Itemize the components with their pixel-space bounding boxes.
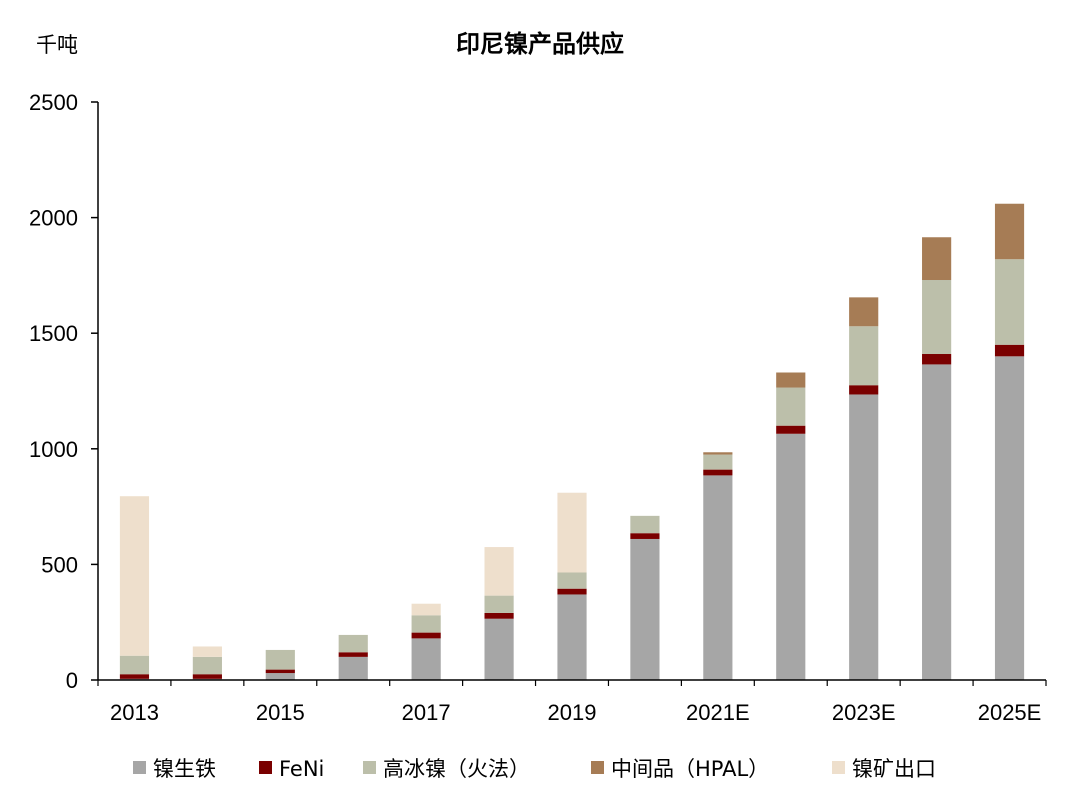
bar-segment-2025E-series-2 — [994, 259, 1025, 345]
y-tick-label: 500 — [41, 552, 78, 577]
legend-swatch — [259, 761, 272, 774]
x-tick-label: 2019 — [548, 700, 597, 725]
bar-segment-2025E-series-3 — [994, 203, 1025, 260]
x-tick-label: 2015 — [256, 700, 305, 725]
y-tick-label: 1500 — [29, 321, 78, 346]
legend-label: 中间品（HPAL） — [611, 757, 769, 781]
bar-segment-2023E-series-2 — [849, 326, 879, 386]
bar-segment-2018-series-2 — [484, 595, 514, 613]
bar-segment-2025E-series-1 — [994, 344, 1025, 357]
bar-segment-2021E-series-2 — [703, 454, 733, 470]
x-tick-label: 2021E — [686, 700, 750, 725]
bar-segment-2024E-series-1 — [922, 354, 952, 365]
x-tick-label: 2013 — [110, 700, 159, 725]
bar-segment-2015-series-1 — [265, 669, 295, 674]
bar-segment-2013-series-1 — [119, 674, 150, 679]
legend-swatch — [591, 761, 604, 774]
bar-segment-2015-series-2 — [265, 649, 295, 670]
legend: 镍生铁 FeNi 高冰镍（火法） 中间品（HPAL） 镍矿出口 — [133, 757, 936, 781]
legend-swatch — [832, 761, 845, 774]
x-tick-label: 2023E — [832, 700, 896, 725]
legend-swatch — [133, 761, 146, 774]
bar-segment-2017-series-1 — [411, 632, 441, 639]
bar-segment-2020-series-2 — [630, 515, 660, 534]
bar-segment-2014-series-4 — [192, 646, 222, 657]
bar-segment-2024E-series-2 — [922, 280, 952, 354]
legend-label: 镍矿出口 — [852, 757, 936, 781]
bar-segment-2019-series-0 — [557, 594, 587, 680]
legend-label: FeNi — [279, 757, 324, 781]
bar-segment-2024E-series-3 — [922, 237, 952, 281]
bar-segment-2021E-series-1 — [703, 469, 733, 476]
bar-segment-2025E-series-0 — [994, 356, 1025, 680]
bar-segment-2023E-series-0 — [849, 394, 879, 680]
bar-segment-2016-series-1 — [338, 652, 368, 657]
bar-segment-2020-series-0 — [630, 538, 660, 680]
x-tick-label: 2017 — [402, 700, 451, 725]
bar-segment-2019-series-1 — [557, 588, 587, 595]
bar-segment-2019-series-4 — [557, 492, 587, 573]
bar-segment-2016-series-2 — [338, 634, 368, 653]
bar-segment-2017-series-2 — [411, 615, 441, 633]
bar-segment-2022E-series-3 — [776, 372, 806, 388]
bar-segment-2017-series-0 — [411, 638, 441, 680]
bar-segment-2013-series-4 — [119, 496, 150, 656]
bar-segment-2018-series-4 — [484, 547, 514, 596]
bars-layer — [119, 203, 1025, 680]
bar-segment-2013-series-2 — [119, 655, 150, 675]
y-tick-label: 0 — [66, 668, 78, 693]
bar-segment-2021E-series-3 — [703, 452, 733, 455]
legend-label: 高冰镍（火法） — [383, 757, 530, 781]
bar-segment-2020-series-1 — [630, 533, 660, 539]
chart-title: 印尼镍产品供应 — [456, 30, 624, 58]
legend-swatch — [363, 761, 376, 774]
bar-segment-2016-series-0 — [338, 656, 368, 680]
bar-segment-2014-series-2 — [192, 656, 222, 675]
bar-segment-2014-series-1 — [192, 674, 222, 679]
axes-layer: 0 500 1000 1500 2000 2500 2013 2015 2017 2019 2021… — [29, 90, 1047, 725]
bar-segment-2021E-series-0 — [703, 475, 733, 680]
bar-segment-2019-series-2 — [557, 572, 587, 589]
y-tick-label: 1000 — [29, 437, 78, 462]
x-tick-label: 2025E — [978, 700, 1042, 725]
bar-segment-2022E-series-2 — [776, 387, 806, 426]
bar-segment-2023E-series-3 — [849, 297, 879, 327]
y-axis-unit: 千吨 — [36, 33, 78, 57]
y-tick-label: 2000 — [29, 206, 78, 231]
bar-segment-2022E-series-0 — [776, 433, 806, 680]
bar-segment-2018-series-1 — [484, 612, 514, 619]
bar-segment-2024E-series-0 — [922, 364, 952, 680]
bar-segment-2023E-series-1 — [849, 385, 879, 395]
bar-segment-2015-series-0 — [265, 673, 295, 680]
bar-segment-2022E-series-1 — [776, 425, 806, 434]
legend-label: 镍生铁 — [153, 757, 216, 781]
y-tick-label: 2500 — [29, 90, 78, 115]
bar-segment-2018-series-0 — [484, 618, 514, 680]
bar-segment-2017-series-4 — [411, 603, 441, 616]
